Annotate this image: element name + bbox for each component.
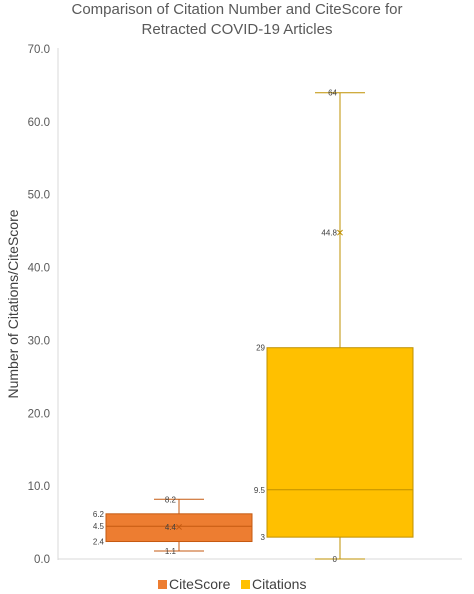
legend-item-citescore: CiteScore (158, 576, 231, 592)
data-label-min: 0 (333, 555, 338, 564)
legend-swatch (158, 580, 167, 589)
data-label-q1: 3 (261, 533, 266, 542)
data-label-mean: 4.4 (165, 523, 177, 532)
data-label-max: 8.2 (165, 495, 177, 504)
data-label-q3: 29 (256, 344, 265, 353)
data-label-mean: 44.8 (321, 229, 337, 238)
y-tick-label: 30.0 (28, 335, 50, 347)
legend-swatch (241, 580, 250, 589)
y-axis-label: Number of Citations/CiteScore (5, 209, 21, 398)
y-tick-label: 70.0 (28, 44, 50, 56)
y-tick-label: 60.0 (28, 117, 50, 129)
box-citations: 64 0 44.8 29 9.5 3 (254, 89, 414, 564)
data-label-max: 64 (328, 89, 337, 98)
box-citescore: 8.2 1.1 4.4 6.2 4.5 2.4 (93, 495, 253, 556)
legend-item-citations: Citations (241, 576, 306, 592)
y-tick-label: 20.0 (28, 408, 50, 420)
chart-title-line-1: Comparison of Citation Number and CiteSc… (71, 1, 403, 18)
y-tick-label: 0.0 (34, 554, 50, 566)
legend-label: Citations (252, 576, 306, 592)
legend-label: CiteScore (169, 576, 231, 592)
mean-marker (176, 523, 182, 530)
y-tick-label: 40.0 (28, 263, 50, 275)
chart-title-line-2: Retracted COVID-19 Articles (141, 21, 333, 38)
data-label-median: 4.5 (93, 522, 105, 531)
y-tick-label: 50.0 (28, 190, 50, 202)
data-label-q3: 6.2 (93, 510, 105, 519)
data-label-min: 1.1 (165, 547, 177, 556)
mean-marker (337, 229, 343, 236)
data-label-median: 9.5 (254, 486, 266, 495)
data-label-q1: 2.4 (93, 538, 105, 547)
box-iqr (105, 513, 253, 543)
y-tick-label: 10.0 (28, 481, 50, 493)
box-iqr (266, 347, 414, 538)
